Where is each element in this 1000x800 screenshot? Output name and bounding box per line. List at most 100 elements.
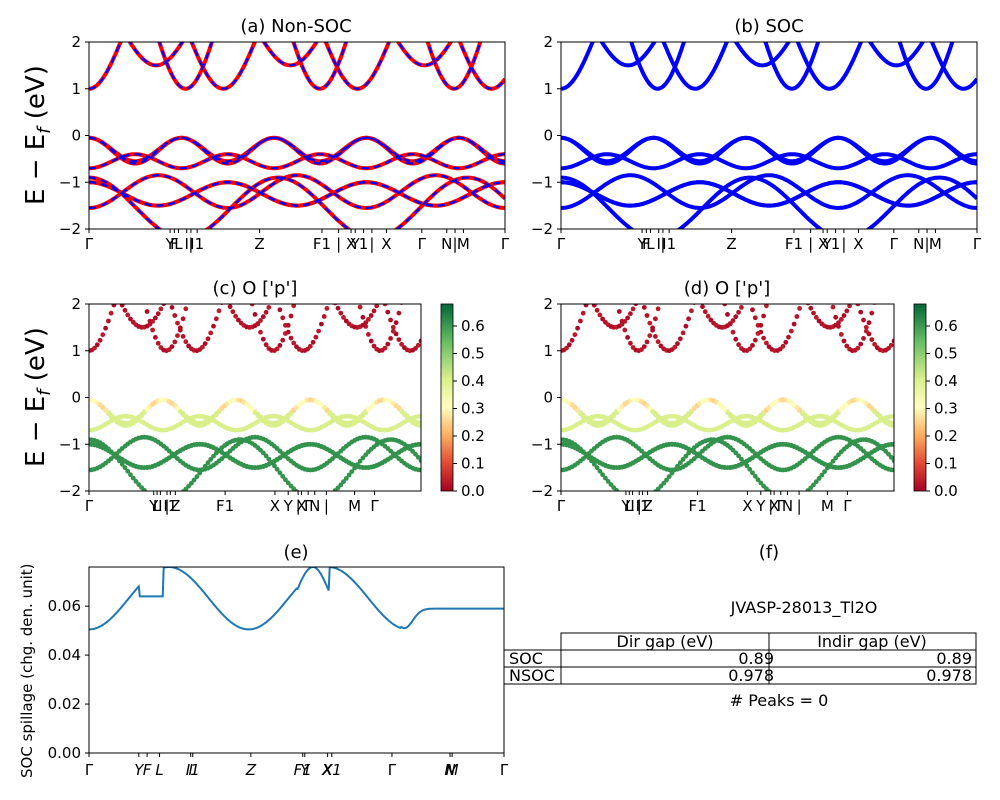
band-dot: [368, 338, 374, 344]
band-dot: [800, 289, 805, 294]
band-dot: [622, 254, 627, 259]
band-dot: [186, 258, 191, 263]
band-dot: [819, 472, 825, 478]
band-dot: [288, 313, 294, 319]
band-dot: [141, 410, 147, 416]
band-dot: [883, 256, 888, 261]
xtick-label: |: [768, 497, 773, 515]
xtick-label: |: [797, 497, 802, 515]
band-dot: [853, 293, 858, 298]
band-dot: [797, 306, 802, 311]
colorbar-tick-label: 0.2: [934, 427, 958, 445]
band-dot: [775, 255, 780, 260]
band-dot: [175, 406, 180, 412]
band-dot: [700, 304, 705, 310]
band-dot: [586, 292, 591, 297]
band-dot: [733, 314, 739, 320]
band-dot: [211, 453, 216, 459]
band-dot: [402, 257, 407, 262]
band-dot: [106, 318, 111, 324]
band-dot: [677, 460, 683, 466]
band-dot: [667, 262, 672, 267]
band-dot: [609, 247, 614, 252]
band-dot: [418, 338, 421, 344]
band-dot: [700, 221, 705, 226]
band-dot: [570, 262, 575, 267]
band-dot: [390, 328, 396, 334]
band-dot: [307, 343, 313, 349]
xtick-label: |: [453, 235, 458, 253]
band-dot: [109, 208, 114, 213]
band-dot: [283, 331, 288, 336]
band-dot: [156, 266, 161, 271]
xtick-label: X: [346, 235, 356, 253]
band-dot: [589, 214, 594, 219]
band-dot: [803, 295, 808, 300]
band-dot: [639, 347, 644, 352]
xtick-label: |: [660, 235, 665, 253]
band-dot: [150, 254, 155, 259]
band-dot: [133, 479, 139, 484]
band-dot: [319, 273, 324, 278]
band-dot: [686, 316, 691, 322]
band-dot: [418, 441, 421, 447]
band-dot: [850, 285, 855, 290]
xtick-label: |: [369, 235, 374, 253]
ytick-label: −1: [531, 173, 553, 191]
band-dot: [128, 258, 133, 263]
band-dot: [249, 407, 255, 413]
colorbar-tick-label: 0.6: [934, 317, 958, 335]
xtick-label: |: [164, 497, 169, 515]
band-dot: [888, 454, 894, 460]
band-dot: [119, 304, 125, 308]
band-dot: [189, 480, 194, 486]
band-dot: [191, 477, 197, 483]
band-dot: [733, 261, 738, 266]
colorbar-d: [913, 303, 927, 492]
band-dot: [211, 213, 216, 218]
band-dot: [255, 321, 261, 327]
panel-c-dots: [89, 208, 421, 491]
xtick-label: I1: [636, 497, 650, 515]
band-dot: [572, 332, 578, 338]
band-dot: [103, 270, 108, 275]
band-dot: [714, 248, 719, 253]
band-dot: [858, 341, 864, 347]
band-dot: [869, 262, 874, 267]
band-dot: [258, 318, 263, 323]
band-dot: [396, 310, 402, 316]
band-dot: [786, 264, 791, 269]
band-dot: [609, 276, 614, 281]
band-dot: [242, 268, 247, 273]
band-line-7: [89, 181, 505, 207]
band-dot: [586, 210, 591, 215]
band-dot: [112, 208, 117, 213]
band-dot: [811, 482, 816, 488]
band-dot: [302, 255, 307, 260]
band-dot: [669, 470, 675, 476]
band-dot: [561, 255, 566, 260]
band-dot: [355, 462, 360, 467]
band-dot: [614, 299, 619, 304]
band-dot: [374, 277, 379, 282]
band-dot: [764, 340, 769, 346]
band-dot: [383, 287, 388, 292]
band-dot: [806, 281, 811, 286]
band-dot: [274, 346, 280, 352]
band-dot: [650, 269, 655, 274]
band-dot: [569, 337, 575, 343]
band-dot: [92, 345, 97, 351]
band-dot: [878, 255, 883, 260]
band-dot: [586, 455, 592, 460]
band-dot: [647, 320, 653, 326]
band-line-4: [89, 136, 505, 165]
xtick-label: I: [630, 497, 634, 515]
band-dot: [605, 479, 611, 484]
ytick-label: −1: [531, 435, 553, 453]
band-dot: [722, 407, 728, 413]
ytick-label: 0.04: [48, 646, 81, 664]
band-dot: [867, 266, 872, 271]
band-dot: [111, 304, 117, 308]
band-dot: [150, 327, 156, 333]
band-dot: [216, 308, 222, 314]
